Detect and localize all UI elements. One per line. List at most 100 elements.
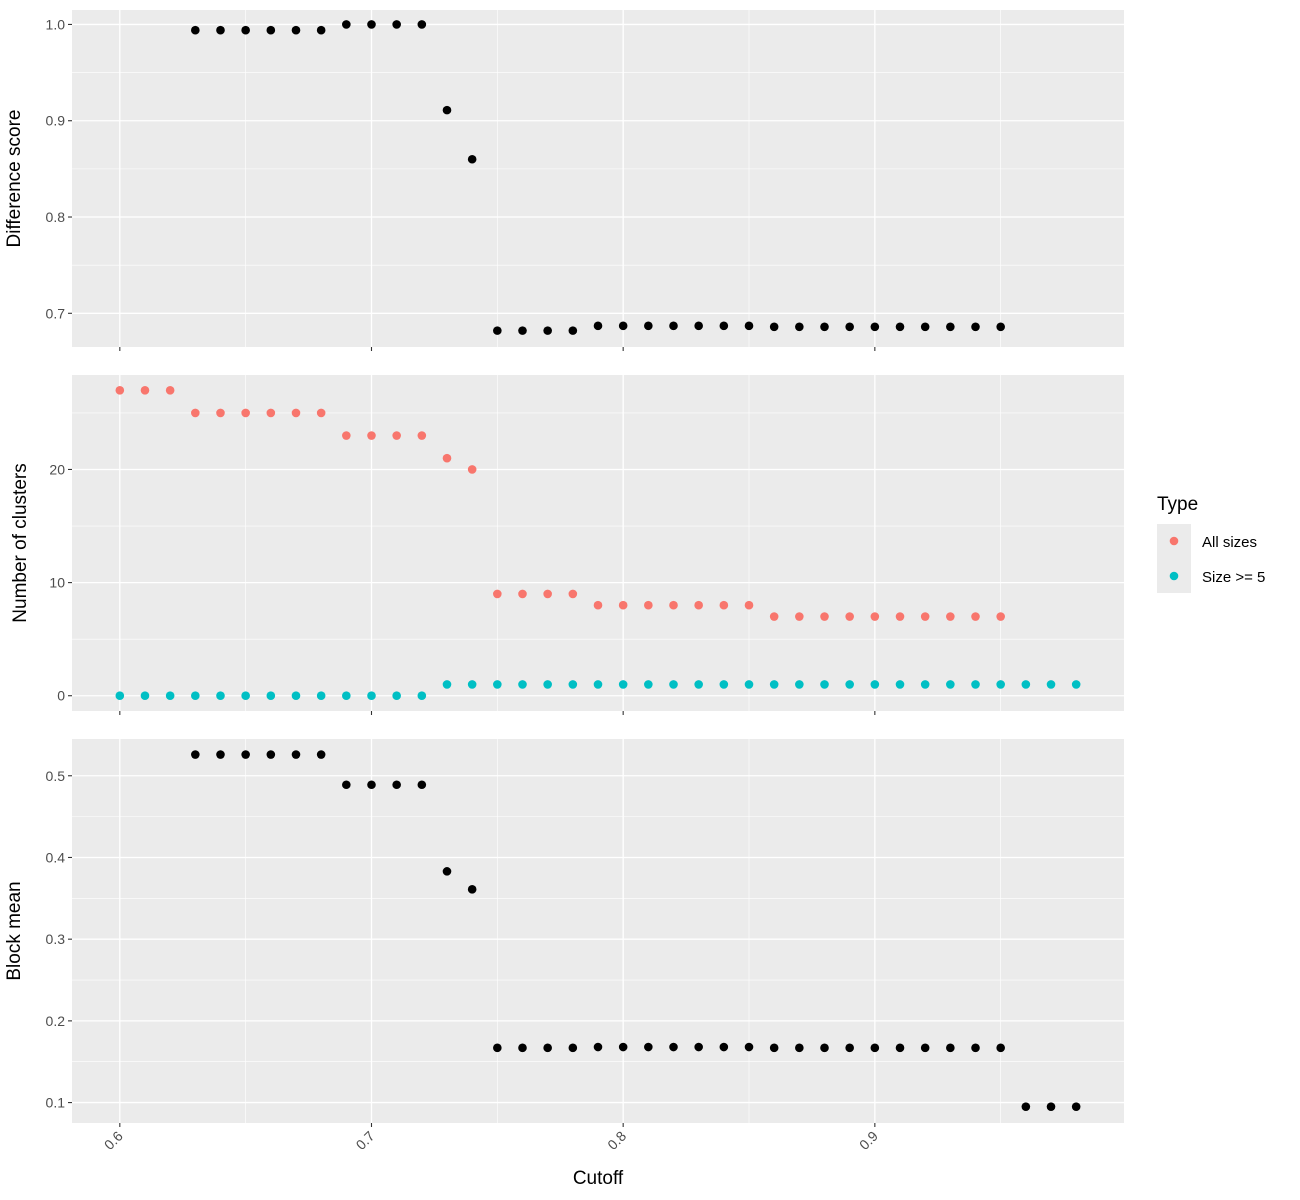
data-point xyxy=(719,1042,729,1052)
data-point-all-sizes xyxy=(719,600,729,610)
data-point-size-ge-5 xyxy=(417,691,427,701)
data-point xyxy=(266,750,276,759)
data-point xyxy=(870,1043,880,1053)
data-point-all-sizes xyxy=(442,453,452,463)
data-point-all-sizes xyxy=(920,612,930,621)
data-point xyxy=(618,1042,628,1052)
data-point xyxy=(996,1043,1005,1053)
y-axis-title-bottom: Block mean xyxy=(4,881,25,980)
data-point-all-sizes xyxy=(870,612,880,621)
data-point-size-ge-5 xyxy=(1046,680,1056,689)
panel-background xyxy=(72,10,1124,347)
data-point xyxy=(216,750,225,759)
data-point-size-ge-5 xyxy=(140,691,150,701)
data-point xyxy=(1071,1102,1081,1111)
data-point-size-ge-5 xyxy=(946,680,955,689)
data-point xyxy=(669,1042,678,1052)
data-point xyxy=(191,25,200,35)
data-point xyxy=(241,25,250,35)
data-point xyxy=(568,1043,578,1053)
data-point-all-sizes xyxy=(644,600,653,610)
data-point-size-ge-5 xyxy=(115,691,125,701)
data-point-all-sizes xyxy=(140,385,150,395)
data-point-all-sizes xyxy=(618,600,628,610)
data-point xyxy=(644,321,653,331)
legend-key-all-sizes xyxy=(1169,536,1179,546)
data-point-size-ge-5 xyxy=(266,691,276,701)
data-point xyxy=(593,1042,603,1052)
data-point-size-ge-5 xyxy=(316,691,326,701)
panels-group: 0.7 0.8 0.9 1.0 Difference score 0 10 20 Number … xyxy=(4,10,1124,1153)
data-point-all-sizes xyxy=(996,612,1005,621)
x-tick-label: 0.7 xyxy=(353,1128,378,1153)
data-point-size-ge-5 xyxy=(191,691,200,701)
data-point xyxy=(795,1043,804,1053)
data-point-size-ge-5 xyxy=(467,680,477,689)
data-point-size-ge-5 xyxy=(493,680,502,689)
data-point-all-sizes xyxy=(820,612,829,621)
data-point xyxy=(291,750,301,759)
data-point xyxy=(920,1043,930,1053)
data-point-size-ge-5 xyxy=(342,691,351,701)
panel-middle: 0 10 20 Number of clusters xyxy=(10,375,1124,715)
data-point-all-sizes xyxy=(593,600,603,610)
data-point xyxy=(568,326,578,335)
data-point xyxy=(342,20,351,29)
data-point xyxy=(593,321,603,331)
data-point-size-ge-5 xyxy=(543,680,552,689)
data-point xyxy=(392,780,401,790)
data-point xyxy=(543,1043,552,1053)
legend-key-size-ge-5 xyxy=(1169,571,1179,581)
legend: Type All sizes Size >= 5 xyxy=(1157,494,1265,593)
data-point xyxy=(316,750,326,759)
data-point-size-ge-5 xyxy=(241,691,250,701)
data-point xyxy=(820,322,829,332)
x-tick-label: 0.9 xyxy=(856,1128,881,1153)
legend-label-all-sizes: All sizes xyxy=(1202,534,1257,551)
data-point-all-sizes xyxy=(669,600,678,610)
data-point-size-ge-5 xyxy=(291,691,301,701)
data-point xyxy=(493,1043,502,1053)
data-point xyxy=(442,105,452,115)
y-tick-label: 0.2 xyxy=(46,1013,66,1029)
data-point-all-sizes xyxy=(417,431,427,440)
data-point-size-ge-5 xyxy=(593,680,603,689)
data-point xyxy=(442,867,452,876)
legend-title: Type xyxy=(1157,494,1198,515)
data-point-size-ge-5 xyxy=(845,680,854,689)
data-point xyxy=(669,321,678,331)
data-point xyxy=(518,326,527,335)
data-point-size-ge-5 xyxy=(744,680,754,689)
y-axis-title-middle: Number of clusters xyxy=(10,463,31,622)
data-point xyxy=(744,321,754,331)
data-point-all-sizes xyxy=(367,431,376,440)
data-point xyxy=(694,1042,703,1052)
y-tick-label: 0 xyxy=(57,688,65,704)
data-point xyxy=(644,1042,653,1052)
panel-background xyxy=(72,739,1124,1123)
data-point-all-sizes xyxy=(694,600,703,610)
data-point-size-ge-5 xyxy=(367,691,376,701)
data-point xyxy=(845,1043,854,1053)
y-tick-label: 0.9 xyxy=(46,113,66,129)
x-tick-label: 0.8 xyxy=(604,1128,629,1153)
data-point-all-sizes xyxy=(241,408,250,418)
y-tick-label: 0.1 xyxy=(46,1095,66,1111)
legend-label-size-ge-5: Size >= 5 xyxy=(1202,569,1265,586)
data-point-size-ge-5 xyxy=(644,680,653,689)
data-point-size-ge-5 xyxy=(870,680,880,689)
data-point-size-ge-5 xyxy=(769,680,779,689)
data-point xyxy=(316,25,326,35)
data-point-all-sizes xyxy=(467,465,477,474)
data-point-size-ge-5 xyxy=(920,680,930,689)
x-axis-title: Cutoff xyxy=(573,1168,624,1189)
data-point xyxy=(367,20,376,29)
data-point-all-sizes xyxy=(291,408,301,418)
data-point-size-ge-5 xyxy=(392,691,401,701)
data-point-size-ge-5 xyxy=(442,680,452,689)
panel-top: 0.7 0.8 0.9 1.0 Difference score xyxy=(4,10,1124,351)
y-tick-label: 0.4 xyxy=(46,849,66,865)
data-point xyxy=(467,154,477,164)
data-point xyxy=(870,322,880,332)
data-point xyxy=(618,321,628,331)
